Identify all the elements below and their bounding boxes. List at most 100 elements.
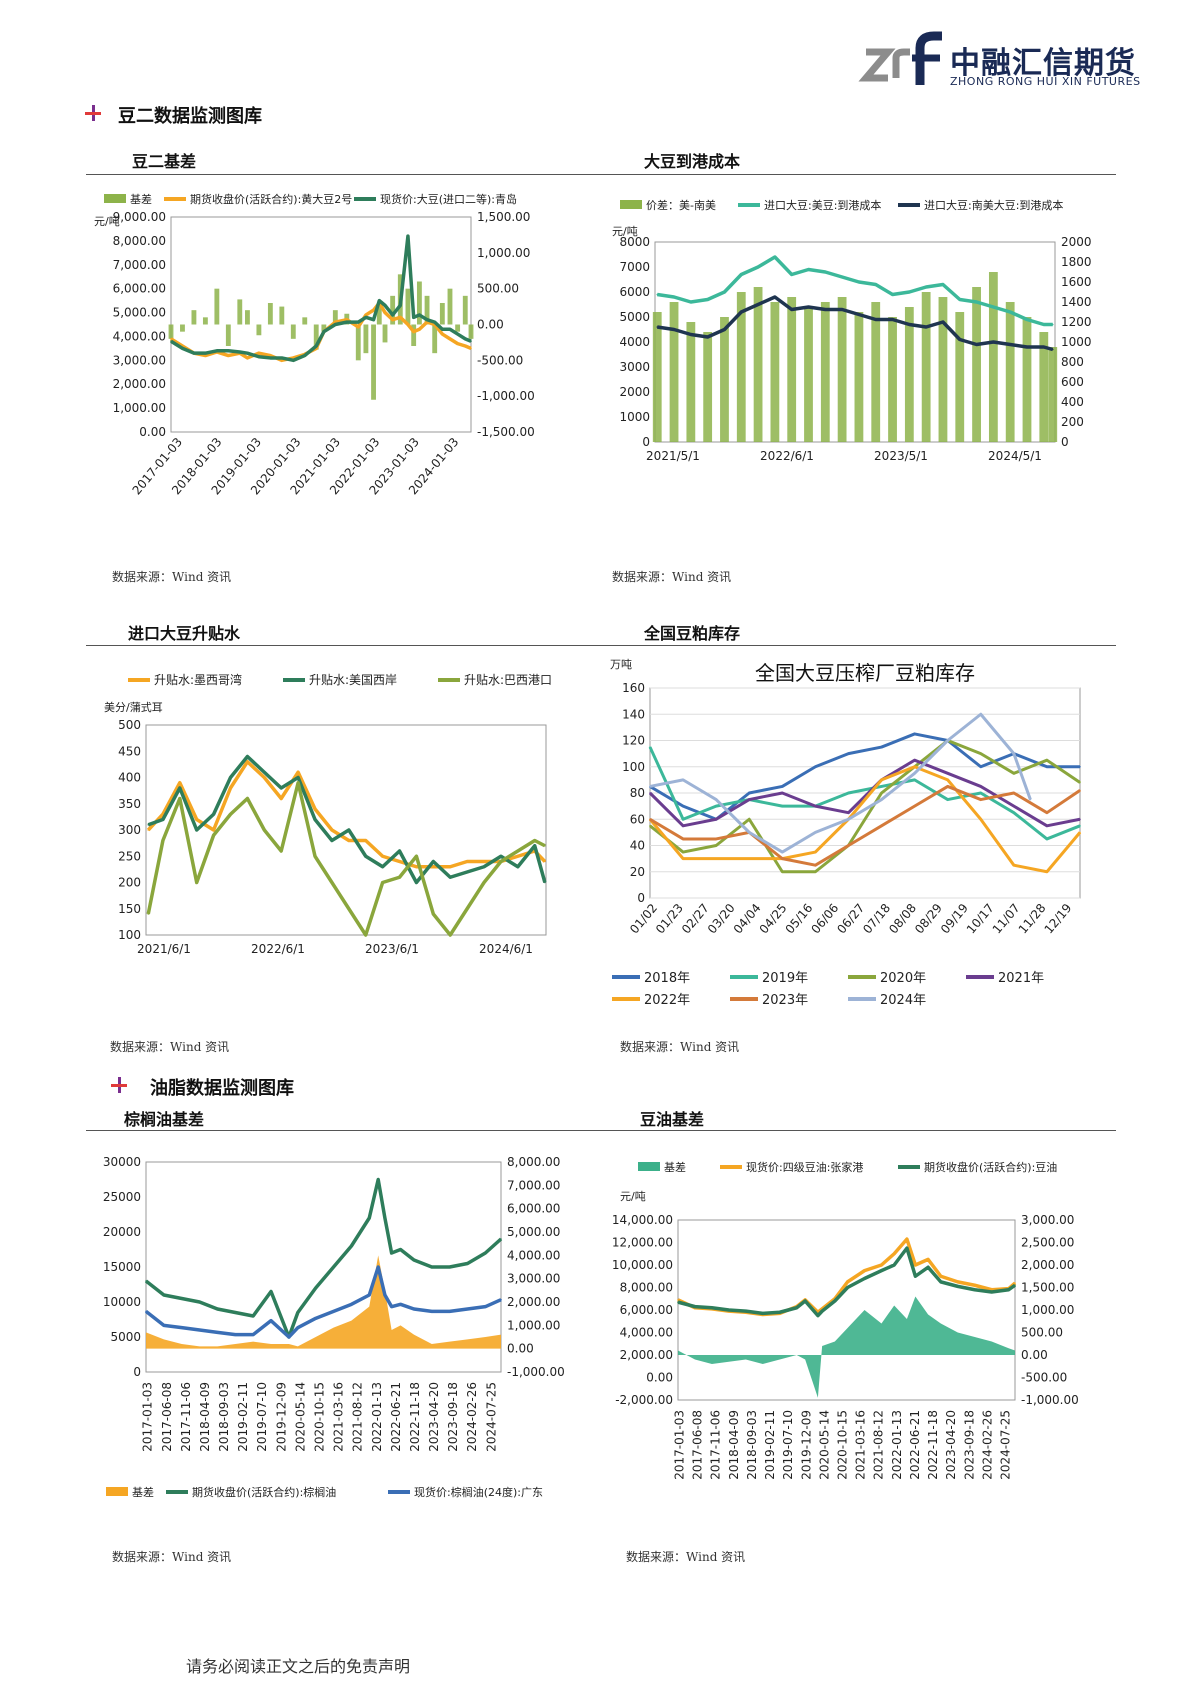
data-point: [517, 855, 519, 858]
plot-frame: [677, 1219, 1016, 1401]
data-point: [372, 318, 375, 321]
y-tick-label: 15000: [103, 1260, 141, 1274]
data-bar: [921, 292, 931, 442]
data-bar: [703, 332, 713, 442]
data-point: [270, 1319, 272, 1322]
data-point: [1046, 870, 1048, 873]
data-point: [227, 354, 230, 357]
data-point: [332, 1310, 335, 1313]
y-tick-label: 5,000.00: [113, 306, 166, 320]
y-tick-label: 250: [118, 849, 141, 863]
legend-label: 升贴水:美国西岸: [309, 673, 397, 687]
y-right-tick-label: 7,000.00: [507, 1178, 560, 1192]
data-point: [1046, 759, 1048, 761]
data-point: [412, 330, 415, 333]
y-tick-label: 3000: [619, 360, 650, 374]
data-point: [227, 349, 230, 352]
data-point: [448, 1266, 451, 1268]
data-point: [649, 746, 651, 748]
data-point: [544, 881, 546, 884]
data-point: [384, 304, 386, 307]
data-bar: [439, 303, 445, 325]
data-point: [350, 1303, 353, 1306]
y-tick-label: 0: [133, 1365, 141, 1379]
section-title-oil: 油脂数据监测图库: [150, 1078, 294, 1099]
x-tick-label: 2023-04-20: [944, 1410, 958, 1480]
data-point: [180, 1297, 183, 1300]
x-tick-label: 2019-02-11: [236, 1382, 250, 1452]
x-tick-label: 2022/6/1: [251, 942, 305, 956]
data-point: [814, 805, 817, 807]
data-bar: [191, 310, 197, 325]
data-point: [407, 323, 409, 326]
data-point: [1079, 818, 1081, 821]
chart-soyoil-basis: 14,000.00 12,000.00 10,000.00 8,000.00 6,000…: [612, 1160, 1079, 1480]
data-point: [946, 739, 949, 742]
y-tick-label: 0.00: [646, 1371, 673, 1385]
panel-title-soy2-basis: 豆二基差: [132, 152, 197, 171]
y-right-tick-label: 200: [1061, 415, 1084, 429]
data-point: [914, 1264, 917, 1266]
data-point: [500, 1298, 502, 1301]
data-bar: [686, 322, 696, 442]
data-point: [399, 1248, 402, 1251]
data-point: [649, 818, 651, 821]
data-line: [147, 754, 547, 885]
y-tick-label: 4,000.00: [620, 1326, 673, 1340]
x-tick-label: 2022-01-13: [890, 1410, 904, 1480]
source-label: 数据来源：Wind 资讯: [112, 1550, 232, 1564]
data-point: [682, 805, 684, 807]
data-point: [483, 865, 485, 868]
data-point: [377, 1178, 380, 1181]
data-point: [280, 797, 283, 800]
data-point: [288, 1336, 290, 1338]
data-point: [682, 825, 684, 827]
data-point: [357, 326, 360, 328]
y-tick-label: 150: [118, 902, 141, 916]
legend-label: 基差: [664, 1160, 686, 1174]
data-point: [992, 306, 995, 308]
data-bar: [871, 302, 881, 442]
data-point: [807, 268, 810, 271]
y-tick-label: 2000: [619, 385, 650, 399]
data-point: [252, 1333, 254, 1336]
x-tick-label: 2023-09-18: [446, 1382, 460, 1452]
data-point: [841, 276, 843, 278]
data-point: [204, 352, 207, 354]
y-right-tick-label: 0: [1061, 435, 1069, 449]
data-point: [774, 296, 776, 298]
y-tick-label: 0.00: [139, 425, 166, 439]
y-tick-label: 300: [118, 823, 141, 837]
data-point: [314, 818, 316, 821]
data-point: [449, 338, 451, 340]
data-point: [891, 318, 894, 321]
data-point: [246, 755, 249, 758]
data-point: [715, 857, 717, 860]
data-point: [979, 765, 982, 768]
y-tick-label: 10000: [103, 1295, 141, 1309]
data-point: [426, 318, 428, 321]
x-tick-label: 2024/6/1: [479, 942, 533, 956]
x-tick-label: 2022/6/1: [760, 449, 814, 463]
data-point: [517, 865, 519, 868]
y-right-tick-label: -1,000.00: [477, 389, 535, 403]
data-point: [821, 1310, 823, 1312]
x-tick-label: 04/04: [731, 901, 764, 936]
data-point: [956, 1281, 959, 1283]
data-point: [946, 785, 949, 788]
data-point: [384, 1217, 386, 1219]
data-point: [170, 338, 172, 340]
data-point: [433, 321, 436, 323]
data-point: [1009, 311, 1011, 313]
data-point: [1007, 1288, 1010, 1291]
data-bar: [955, 312, 965, 442]
data-point: [880, 746, 883, 748]
data-point: [925, 326, 927, 328]
data-point: [847, 792, 850, 794]
data-bar: [888, 317, 897, 442]
data-point: [315, 345, 318, 347]
data-bar: [904, 307, 914, 442]
data-point: [280, 787, 283, 789]
x-tick-label: 2024-07-25: [999, 1410, 1013, 1480]
legend-label: 升贴水:巴西港口: [464, 673, 552, 687]
